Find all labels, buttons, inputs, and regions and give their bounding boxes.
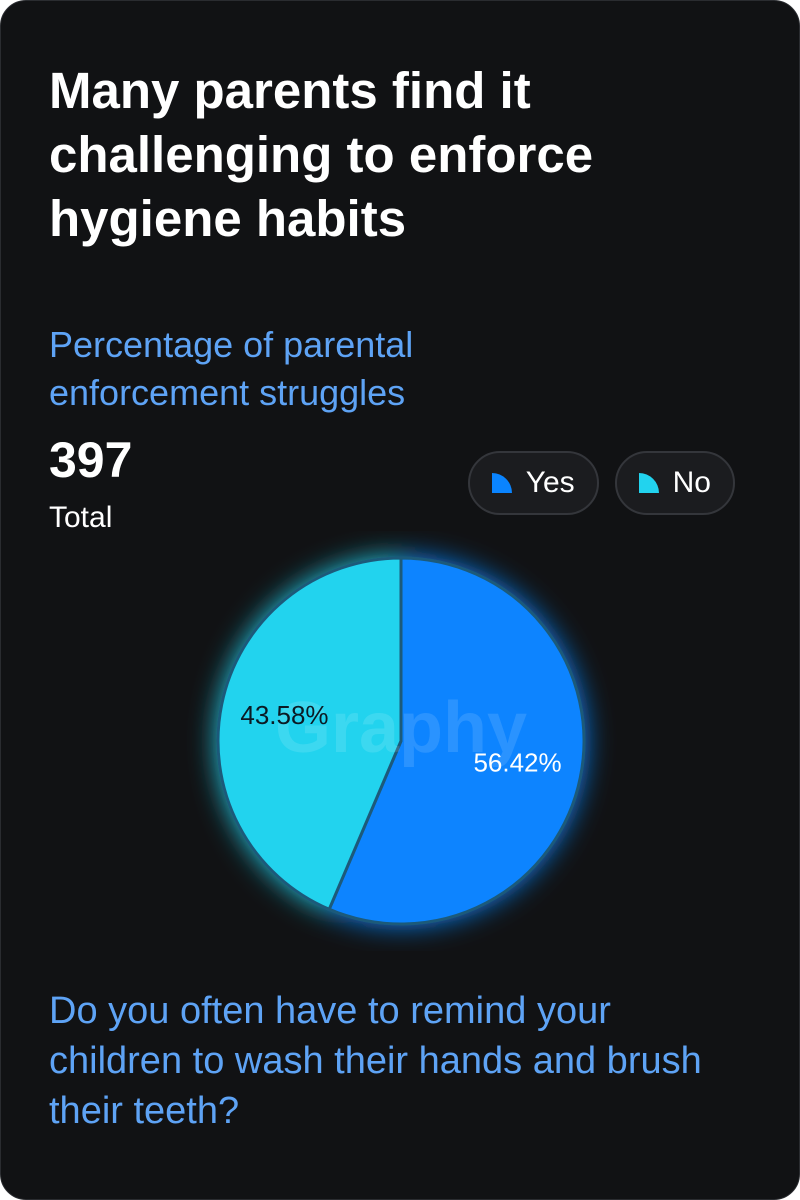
slices (216, 556, 586, 926)
watermark: Graphy (275, 688, 527, 768)
subtitle: Percentage of parental enforcement strug… (49, 324, 414, 413)
legend-label: Yes (525, 466, 575, 499)
legend-label: No (672, 466, 711, 499)
legend-swatch (491, 473, 512, 493)
data-label: 56.42% (473, 748, 561, 778)
legend-swatch (638, 473, 659, 493)
title: Many parents find it challenging to enfo… (49, 62, 594, 247)
pie-slice (216, 556, 403, 912)
data-label: 43.58% (240, 700, 328, 730)
caption: Do you often have to remind your childre… (49, 990, 702, 1132)
total: 397 (49, 432, 133, 488)
legend: Yes No (467, 451, 735, 515)
legend-item[interactable]: No (614, 451, 735, 515)
legend-item[interactable]: Yes (467, 451, 599, 515)
pie-slice (327, 556, 586, 926)
total-label: Total (49, 501, 113, 534)
